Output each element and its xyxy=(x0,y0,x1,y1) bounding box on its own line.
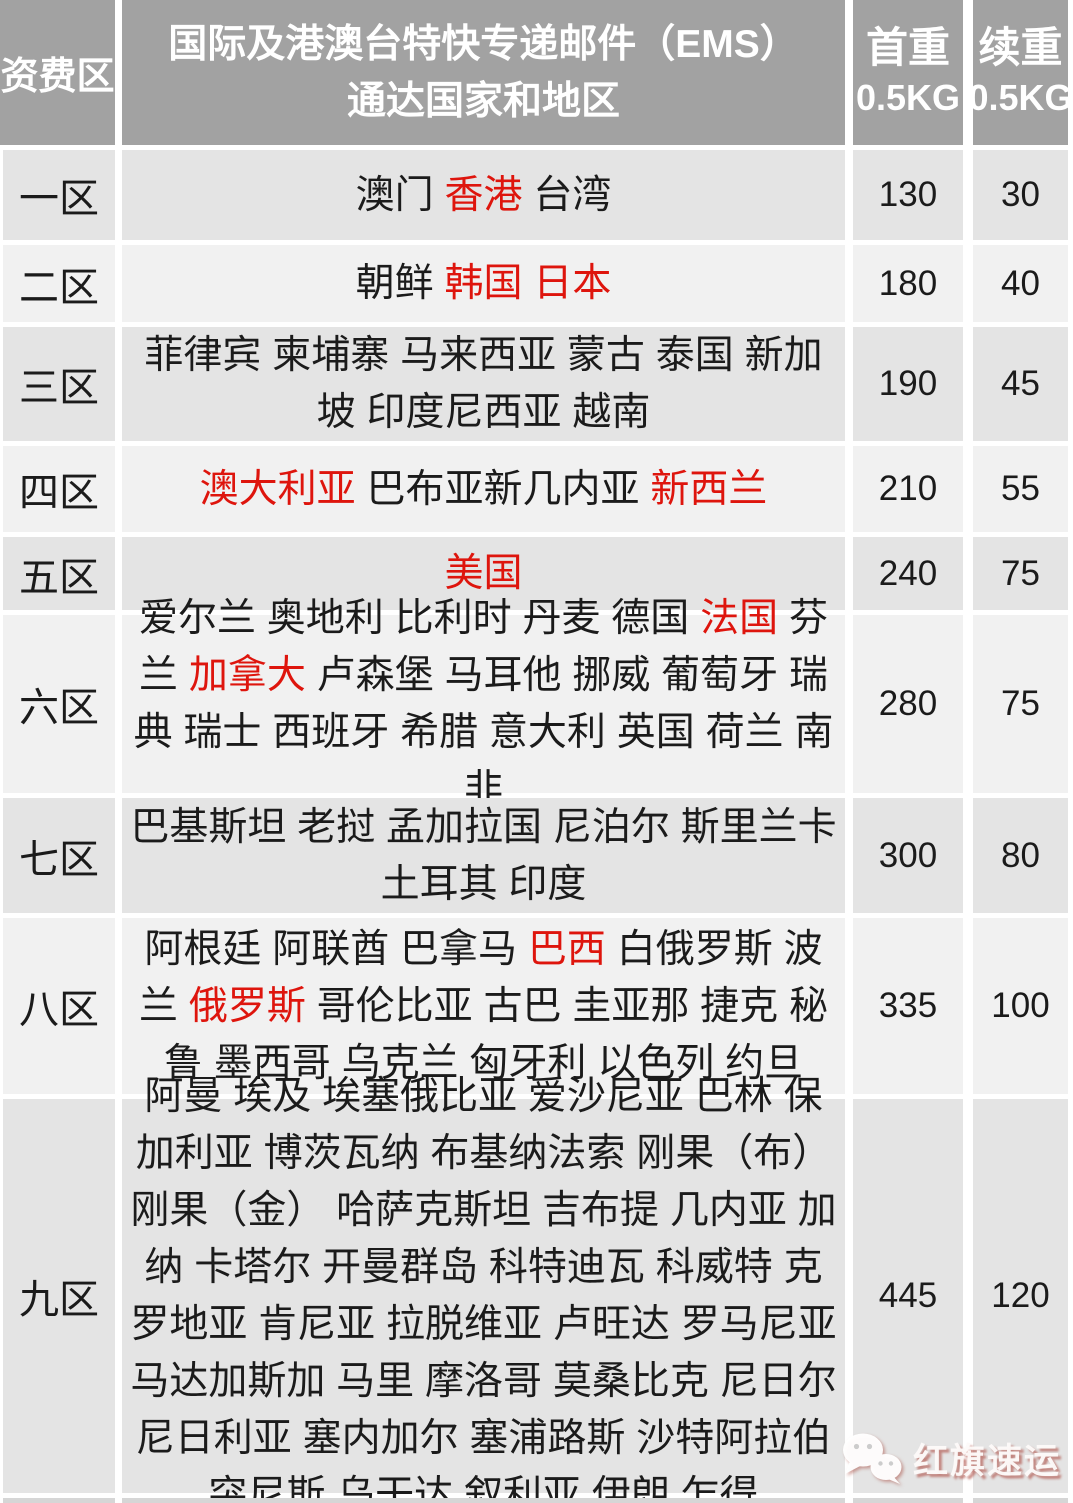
zone-label: 八区 xyxy=(3,918,115,1094)
table-row-zone1: 一区 澳门 香港 台湾 130 30 xyxy=(0,150,1073,240)
zone-label: 一区 xyxy=(3,150,115,240)
countries-cell: 阿根廷 阿联酋 巴拿马 巴西 白俄罗斯 波兰 俄罗斯 哥伦比亚 古巴 圭亚那 捷… xyxy=(122,918,845,1094)
additional-weight-value: 120 xyxy=(973,1099,1068,1493)
country-name-text: 朝鲜 xyxy=(355,262,445,305)
country-name-text: 白俄罗斯 波兰 xyxy=(138,927,823,1028)
additional-weight-value: 55 xyxy=(973,446,1068,532)
table-row-zone8: 八区 阿根廷 阿联酋 巴拿马 巴西 白俄罗斯 波兰 俄罗斯 哥伦比亚 古巴 圭亚… xyxy=(0,918,1073,1094)
additional-weight-value: 100 xyxy=(973,918,1068,1094)
additional-weight-value: 40 xyxy=(973,245,1068,322)
country-name-highlighted: 巴西 xyxy=(527,927,606,971)
first-weight-value: 130 xyxy=(853,150,963,240)
first-weight-value: 180 xyxy=(853,245,963,322)
countries-cell: 澳大利亚 巴布亚新几内亚 新西兰 xyxy=(122,446,845,532)
additional-weight-value: 30 xyxy=(973,150,1068,240)
country-name-text: 阿曼 埃及 埃塞俄比亚 爱沙尼亚 巴林 保加利亚 博茨瓦纳 布基纳法索 刚果（布… xyxy=(130,1075,837,1503)
additional-weight-value: 75 xyxy=(973,537,1068,610)
table-row-zone6: 六区 爱尔兰 奥地利 比利时 丹麦 德国 法国 芬兰 加拿大 卢森堡 马耳他 挪… xyxy=(0,597,1073,811)
zone-label: 二区 xyxy=(3,245,115,322)
countries-cell: 巴基斯坦 老挝 孟加拉国 尼泊尔 斯里兰卡 土耳其 印度 xyxy=(122,798,845,913)
country-name-text: 爱尔兰 奥地利 比利时 丹麦 德国 xyxy=(138,597,701,640)
country-name-highlighted: 香港 xyxy=(444,173,523,217)
countries-cell: 阿曼 埃及 埃塞俄比亚 爱沙尼亚 巴林 保加利亚 博茨瓦纳 布基纳法索 刚果（布… xyxy=(122,1075,845,1503)
additional-weight-value: 75 xyxy=(973,615,1068,793)
first-weight-value: 210 xyxy=(853,446,963,532)
table-row-zone7: 七区 巴基斯坦 老挝 孟加拉国 尼泊尔 斯里兰卡 土耳其 印度 300 80 xyxy=(0,798,1073,913)
country-name-highlighted: 新西兰 xyxy=(650,467,768,511)
country-name-text: 澳门 xyxy=(355,173,445,217)
zone-label: 六区 xyxy=(3,615,115,793)
table-header-row: 资费区 国际及港澳台特快专递邮件（EMS） 通达国家和地区 首重 0.5KG 续… xyxy=(0,0,1073,145)
country-name-text: 巴布亚新几内亚 xyxy=(355,467,651,511)
header-first-weight-column: 首重 0.5KG xyxy=(853,0,963,145)
first-weight-label: 首重 xyxy=(865,23,950,71)
header-countries-column: 国际及港澳台特快专递邮件（EMS） 通达国家和地区 xyxy=(122,0,845,145)
table-row-zone5: 五区 美国 240 75 xyxy=(0,537,1073,610)
first-weight-value: 190 xyxy=(853,327,963,441)
first-weight-value: 240 xyxy=(853,537,963,610)
country-name-text: 芬兰 xyxy=(138,597,829,697)
first-weight-value: 445 xyxy=(853,1099,963,1493)
country-name-highlighted: 美国 xyxy=(444,552,523,595)
additional-weight-label: 续重 xyxy=(978,23,1063,71)
country-name-highlighted: 韩国 日本 xyxy=(444,262,612,305)
header-zone-column: 资费区 xyxy=(0,0,115,145)
country-name-highlighted: 澳大利亚 xyxy=(199,467,356,511)
header-title-line2: 通达国家和地区 xyxy=(346,79,620,123)
table-row-zone4: 四区 澳大利亚 巴布亚新几内亚 新西兰 210 55 xyxy=(0,446,1073,532)
zone-label: 四区 xyxy=(3,446,115,532)
additional-weight-unit: 0.5KG xyxy=(968,76,1073,118)
country-name-highlighted: 法国 xyxy=(700,597,779,640)
countries-cell: 澳门 香港 台湾 xyxy=(122,150,845,240)
additional-weight-value: 45 xyxy=(973,327,1068,441)
countries-cell: 美国 xyxy=(122,537,845,610)
country-name-text: 阿根廷 阿联酋 巴拿马 xyxy=(144,927,528,971)
country-name-text: 菲律宾 柬埔寨 马来西亚 蒙古 泰国 新加坡 印度尼西亚 越南 xyxy=(144,334,823,434)
zone-label: 五区 xyxy=(3,537,115,610)
cutoff-next-row xyxy=(0,1498,1073,1503)
additional-weight-value: 80 xyxy=(973,798,1068,913)
header-additional-weight-column: 续重 0.5KG xyxy=(968,0,1073,145)
first-weight-value: 335 xyxy=(853,918,963,1094)
countries-cell: 朝鲜 韩国 日本 xyxy=(122,245,845,322)
zone-label: 三区 xyxy=(3,327,115,441)
country-name-text: 哥伦比亚 古巴 圭亚那 捷克 秘鲁 墨西哥 乌克兰 匈牙利 以色列 约旦 xyxy=(163,984,829,1085)
country-name-text: 台湾 xyxy=(522,173,612,217)
countries-cell: 菲律宾 柬埔寨 马来西亚 蒙古 泰国 新加坡 印度尼西亚 越南 xyxy=(122,327,845,441)
first-weight-unit: 0.5KG xyxy=(855,76,961,118)
zone-label: 七区 xyxy=(3,798,115,913)
country-name-text: 巴基斯坦 老挝 孟加拉国 尼泊尔 斯里兰卡 土耳其 印度 xyxy=(130,805,837,906)
first-weight-value: 280 xyxy=(853,615,963,793)
table-row-zone9: 九区 阿曼 埃及 埃塞俄比亚 爱沙尼亚 巴林 保加利亚 博茨瓦纳 布基纳法索 刚… xyxy=(0,1075,1073,1503)
header-title-line1: 国际及港澳台特快专递邮件（EMS） xyxy=(168,22,799,66)
country-name-highlighted: 俄罗斯 xyxy=(188,984,306,1028)
table-row-zone3: 三区 菲律宾 柬埔寨 马来西亚 蒙古 泰国 新加坡 印度尼西亚 越南 190 4… xyxy=(0,327,1073,441)
countries-cell: 爱尔兰 奥地利 比利时 丹麦 德国 法国 芬兰 加拿大 卢森堡 马耳他 挪威 葡… xyxy=(122,597,845,811)
zone-label: 九区 xyxy=(3,1099,115,1493)
table-row-zone2: 二区 朝鲜 韩国 日本 180 40 xyxy=(0,245,1073,322)
country-name-highlighted: 加拿大 xyxy=(188,654,306,697)
first-weight-value: 300 xyxy=(853,798,963,913)
